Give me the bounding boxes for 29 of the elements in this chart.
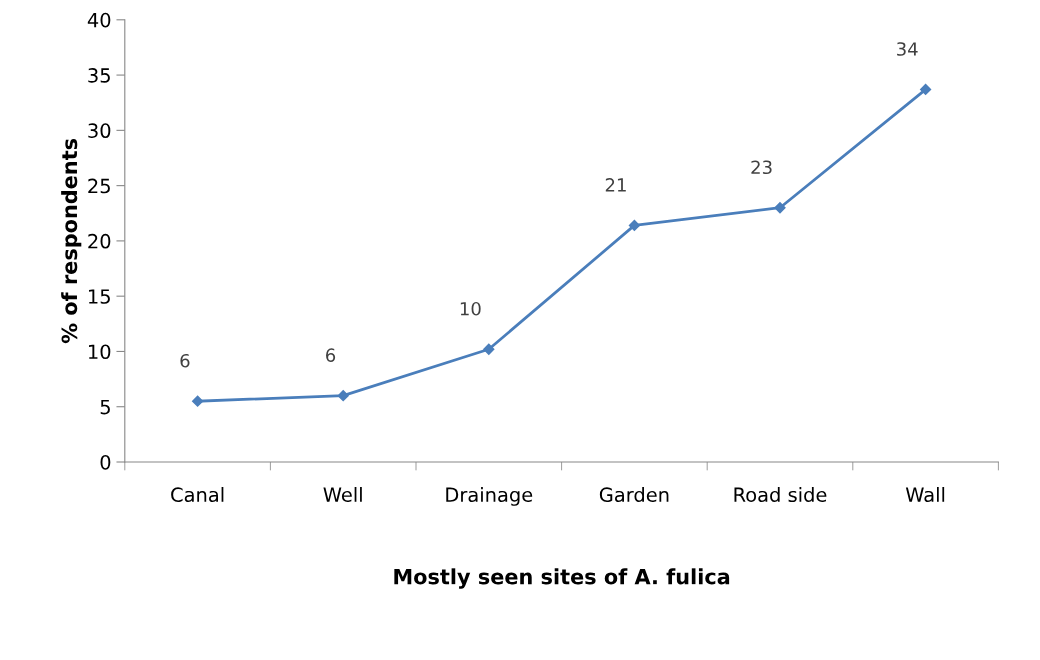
y-tick-label: 25 <box>88 178 110 194</box>
y-tick-label: 30 <box>88 123 111 139</box>
point <box>774 202 786 214</box>
data-label: 34 <box>897 42 918 56</box>
data-label: 6 <box>326 348 336 363</box>
y-tick-label: 0 <box>100 454 111 470</box>
y-tick-label: 10 <box>89 344 111 360</box>
point <box>483 343 495 355</box>
x-tick-label: Canal <box>171 487 224 503</box>
data-label: 21 <box>605 178 626 192</box>
x-tick-label: Road side <box>734 487 827 503</box>
data-label: 10 <box>460 301 481 316</box>
x-tick-label: Well <box>323 487 362 503</box>
y-tick-label: 20 <box>88 233 111 249</box>
x-axis-title: Mostly seen sites of A. fulica <box>394 568 730 589</box>
y-axis-title: % of respondents <box>61 138 82 344</box>
data-label: 23 <box>751 160 772 175</box>
y-tick-label: 40 <box>87 12 111 28</box>
point <box>919 83 932 96</box>
x-tick-label: Wall <box>905 487 945 503</box>
point <box>191 395 204 407</box>
y-tick-label: 15 <box>89 289 110 304</box>
x-tick-label: Garden <box>599 487 669 503</box>
data-label: 6 <box>180 353 190 368</box>
y-tick-label: 5 <box>100 399 110 415</box>
x-tick-label: Drainage <box>446 487 533 506</box>
y-tick-label: 35 <box>88 68 110 83</box>
point <box>628 219 641 232</box>
point <box>337 390 349 402</box>
